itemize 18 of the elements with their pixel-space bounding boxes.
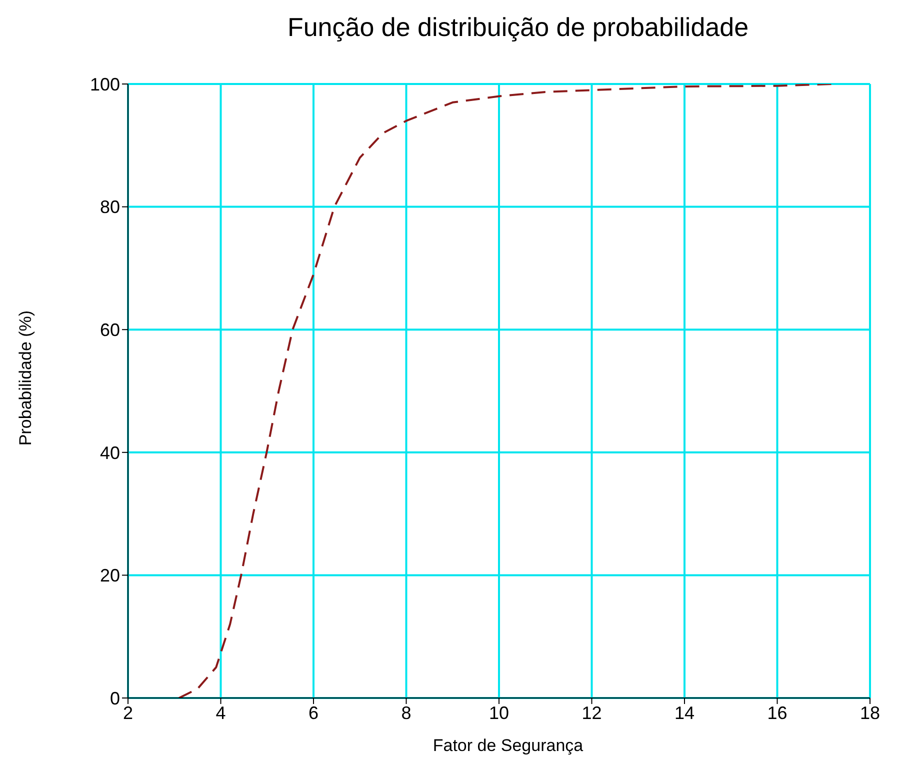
y-tick-label: 0 [110, 688, 120, 708]
x-tick-label: 16 [767, 702, 788, 723]
y-axis-title: Probabilidade (%) [16, 310, 36, 446]
x-tick-label: 18 [860, 702, 880, 723]
x-tick-label: 14 [674, 702, 695, 723]
x-tick-label: 10 [488, 702, 510, 723]
x-axis-title: Fator de Segurança [432, 736, 584, 756]
x-tick-label: 12 [582, 702, 602, 723]
y-tick-label: 60 [100, 320, 120, 340]
y-tick-label: 20 [100, 566, 120, 586]
chart-title: Função de distribuição de probabilidade [286, 12, 750, 43]
x-tick-label: 4 [216, 702, 226, 723]
x-tick-label: 8 [401, 702, 412, 723]
y-tick-label: 100 [90, 74, 120, 94]
y-tick-label: 40 [100, 442, 120, 463]
y-tick-label: 80 [100, 197, 120, 218]
x-tick-label: 6 [308, 702, 319, 723]
x-tick-label: 2 [122, 702, 134, 723]
